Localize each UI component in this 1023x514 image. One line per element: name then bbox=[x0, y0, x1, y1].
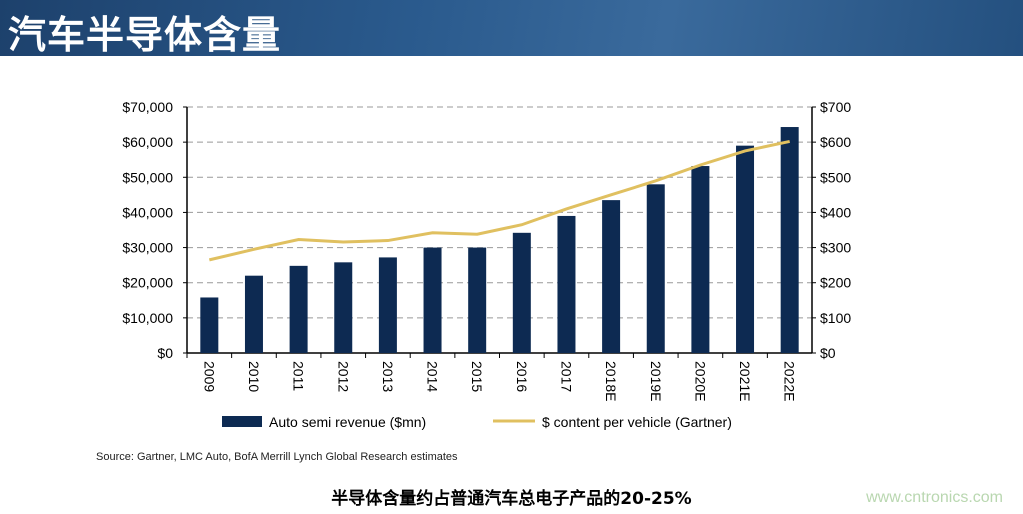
x-tick-label: 2014 bbox=[425, 361, 441, 392]
left-axis-tick-label: $30,000 bbox=[122, 240, 173, 256]
bar-2014 bbox=[423, 247, 442, 353]
x-tick-label: 2015 bbox=[469, 361, 485, 392]
bar-2017 bbox=[557, 215, 576, 353]
watermark: www.cntronics.com bbox=[866, 489, 1003, 506]
bar-2012 bbox=[334, 262, 353, 353]
x-tick-label: 2021E bbox=[737, 361, 753, 401]
x-tick-label: 2009 bbox=[201, 361, 217, 392]
right-axis-tick-label: $0 bbox=[820, 345, 836, 361]
x-tick-label: 2010 bbox=[246, 361, 262, 392]
title-banner: 汽车半导体含量 bbox=[0, 0, 1023, 57]
x-tick-label: 2018E bbox=[603, 361, 619, 401]
right-axis-tick-label: $500 bbox=[820, 169, 851, 185]
left-axis-tick-label: $60,000 bbox=[122, 134, 173, 150]
legend-line-label: $ content per vehicle (Gartner) bbox=[542, 414, 732, 430]
x-tick-label: 2012 bbox=[335, 361, 351, 392]
bar-2018E bbox=[602, 200, 621, 353]
bar-2011 bbox=[289, 265, 308, 353]
legend-bar-label: Auto semi revenue ($mn) bbox=[269, 414, 426, 430]
right-axis-tick-label: $700 bbox=[820, 99, 851, 115]
bar-2020E bbox=[691, 166, 710, 353]
line-content-per-vehicle bbox=[208, 139, 790, 262]
bar-2013 bbox=[378, 257, 397, 353]
caption: 半导体含量约占普通汽车总电子产品的20-25% bbox=[331, 489, 692, 509]
x-tick-label: 2019E bbox=[648, 361, 664, 401]
x-tick-label: 2016 bbox=[514, 361, 530, 392]
right-axis-tick-label: $100 bbox=[820, 310, 851, 326]
left-axis-tick-label: $40,000 bbox=[122, 204, 173, 220]
bar-2010 bbox=[244, 275, 263, 353]
x-tick-label: 2017 bbox=[558, 361, 574, 392]
right-axis-tick-label: $300 bbox=[820, 240, 851, 256]
bar-2019E bbox=[646, 184, 665, 353]
bar-2021E bbox=[736, 145, 755, 353]
left-axis-tick-label: $10,000 bbox=[122, 310, 173, 326]
chart: $0 $0 $10,000 $100 $20,000 $200 $30,000 $300 $40… bbox=[122, 99, 851, 430]
right-axis-tick-label: $200 bbox=[820, 275, 851, 291]
x-tick-label: 2013 bbox=[380, 361, 396, 392]
legend-bar-swatch bbox=[222, 416, 262, 427]
left-axis-tick-label: $70,000 bbox=[122, 99, 173, 115]
source-note: Source: Gartner, LMC Auto, BofA Merrill … bbox=[96, 451, 458, 463]
bar-2022E bbox=[780, 127, 799, 353]
left-axis-tick-label: $50,000 bbox=[122, 169, 173, 185]
left-axis-tick-label: $20,000 bbox=[122, 275, 173, 291]
left-axis-tick-label: $0 bbox=[157, 345, 173, 361]
x-tick-label: 2011 bbox=[291, 361, 307, 391]
right-axis-tick-label: $600 bbox=[820, 134, 851, 150]
bar-2016 bbox=[512, 232, 531, 353]
bar-2009 bbox=[200, 297, 219, 353]
x-tick-label: 2020E bbox=[692, 361, 708, 401]
page-title: 汽车半导体含量 bbox=[8, 13, 282, 57]
x-tick-label: 2022E bbox=[782, 361, 798, 401]
bar-2015 bbox=[468, 247, 487, 353]
right-axis-tick-label: $400 bbox=[820, 204, 851, 220]
